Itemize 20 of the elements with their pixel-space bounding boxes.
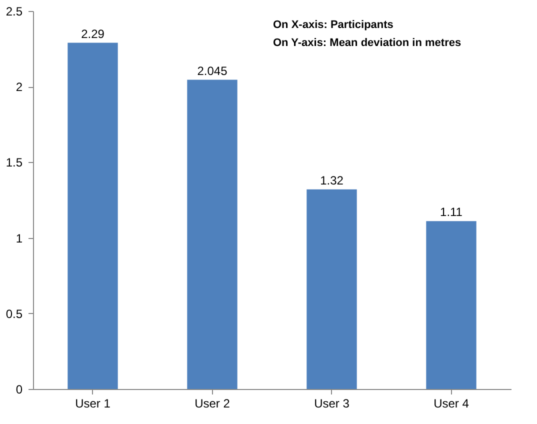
x-tick-label: User 3 (314, 396, 350, 410)
x-tick-label: User 1 (75, 396, 111, 410)
data-label: 1.11 (440, 205, 463, 220)
bar (68, 42, 118, 389)
data-label: 2.045 (197, 64, 228, 78)
data-label: 1.32 (320, 173, 344, 188)
data-label: 2.29 (81, 26, 105, 41)
y-tick-label: 2.5 (6, 4, 23, 18)
y-tick-label: 2 (16, 80, 23, 94)
annotation: On X-axis: Participants (273, 19, 394, 31)
x-tick-label: User 2 (194, 396, 230, 410)
y-tick-label: 1 (16, 231, 23, 246)
y-tick-label: 0 (16, 382, 23, 396)
y-tick-label: 1.5 (6, 156, 23, 170)
y-tick-label: 0.5 (6, 306, 23, 321)
annotation: On Y-axis: Mean deviation in metres (273, 37, 462, 49)
bar (306, 189, 357, 389)
bar (187, 80, 238, 389)
bar (426, 221, 476, 389)
x-tick-label: User 4 (434, 396, 470, 410)
